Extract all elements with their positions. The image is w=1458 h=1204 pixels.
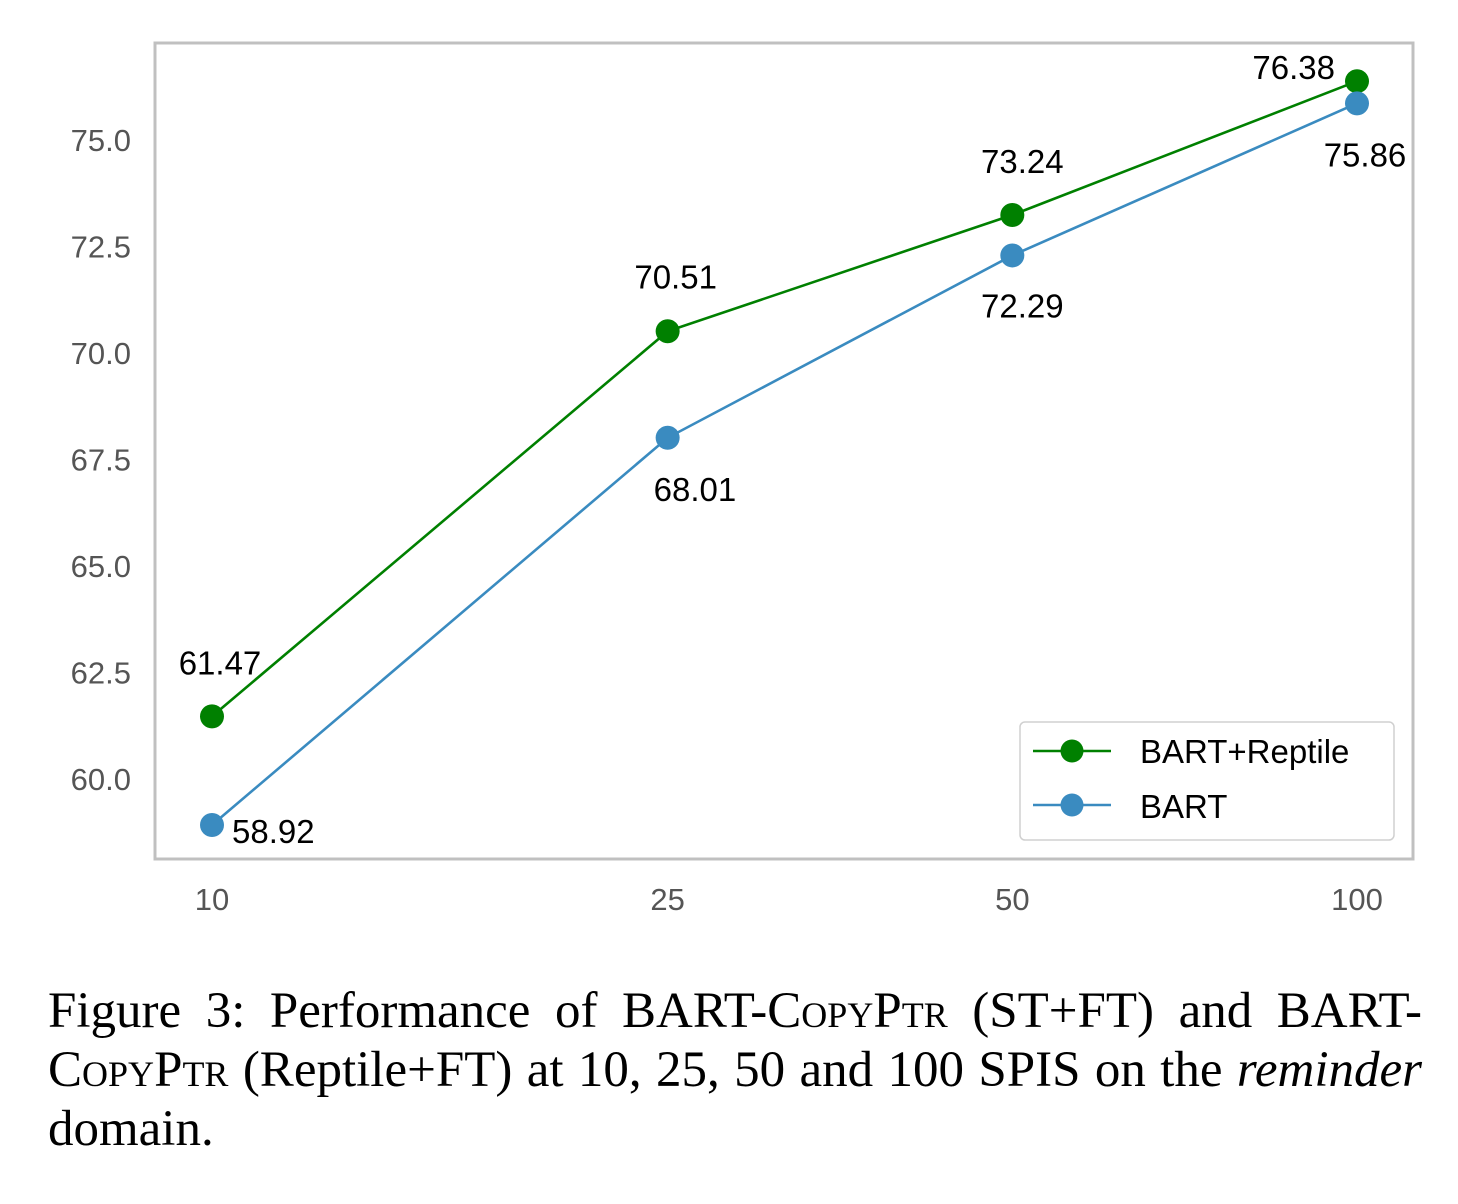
data-label-bart: 58.92 (232, 813, 315, 850)
data-point-bart (655, 425, 680, 450)
legend-marker-bart-reptile (1060, 739, 1084, 763)
data-label-bart-reptile: 70.51 (634, 258, 717, 295)
legend-box (1019, 721, 1395, 841)
x-tick-label: 50 (995, 882, 1029, 917)
y-axis-ticks: 60.0 62.5 65.0 67.5 70.0 72.5 75.0 (71, 123, 131, 797)
data-point-bart (1345, 91, 1369, 116)
caption-copyptr2-tr: tr (182, 1042, 229, 1098)
y-tick-label: 67.5 (71, 443, 131, 478)
caption-copyptr2-p: P (154, 1042, 183, 1098)
data-label-bart-reptile: 61.47 (179, 644, 262, 681)
x-tick-label: 10 (195, 882, 229, 917)
caption-copyptr-p: P (873, 983, 902, 1039)
data-point-bart-reptile (200, 704, 224, 729)
y-tick-label: 75.0 (71, 123, 131, 158)
y-tick-label: 60.0 (71, 762, 131, 797)
caption-rest: (Reptile+FT) at 10, 25, 50 and 100 SPIS … (228, 1042, 1237, 1098)
legend: BART+Reptile BART (1019, 721, 1395, 841)
legend-label-bart: BART (1140, 788, 1227, 825)
plot-frame (153, 41, 1415, 861)
y-tick-label: 70.0 (71, 336, 131, 371)
x-tick-label: 100 (1331, 882, 1383, 917)
caption-copyptr2-c: C (48, 1042, 83, 1098)
caption-copyptr-opy: opy (801, 983, 874, 1039)
legend-label-bart-reptile: BART+Reptile (1140, 733, 1349, 770)
caption-copyptr-tr: tr (901, 983, 948, 1039)
series-line-bart (211, 102, 1358, 826)
legend-marker-bart (1060, 793, 1084, 817)
x-axis-ticks: 10 25 50 100 (195, 882, 1383, 917)
y-tick-label: 65.0 (71, 549, 131, 584)
caption-mid: (ST+FT) and BART- (947, 983, 1422, 1039)
data-point-bart-reptile (1000, 202, 1025, 227)
y-tick-label: 62.5 (71, 656, 131, 691)
data-point-bart (1000, 243, 1025, 268)
caption-copyptr2-opy: opy (82, 1042, 155, 1098)
data-point-bart (200, 813, 224, 838)
figure-caption: Figure 3: Performance of BART-CopyPtr (S… (48, 982, 1422, 1159)
data-label-bart: 75.86 (1324, 136, 1407, 173)
series-line-bart-reptile (211, 80, 1358, 718)
data-point-bart-reptile (655, 319, 680, 344)
data-labels: 61.47 70.51 73.24 76.38 58.92 68.01 72.29 75.86 (179, 49, 1407, 850)
caption-domain-name: reminder (1236, 1042, 1422, 1098)
data-label-bart-reptile: 73.24 (981, 143, 1064, 180)
caption-copyptr-c: C (767, 983, 802, 1039)
data-label-bart-reptile: 76.38 (1252, 49, 1335, 86)
data-label-bart: 68.01 (654, 471, 737, 508)
line-chart: 60.0 62.5 65.0 67.5 70.0 72.5 75.0 10 25 50 100 6… (71, 41, 1415, 917)
data-point-bart-reptile (1345, 69, 1369, 94)
caption-end: domain. (48, 1101, 214, 1157)
x-tick-label: 25 (650, 882, 684, 917)
data-label-bart: 72.29 (981, 287, 1064, 324)
y-tick-label: 72.5 (71, 230, 131, 265)
caption-prefix: Figure 3: Performance of BART- (48, 983, 768, 1039)
series-layer (200, 69, 1369, 838)
